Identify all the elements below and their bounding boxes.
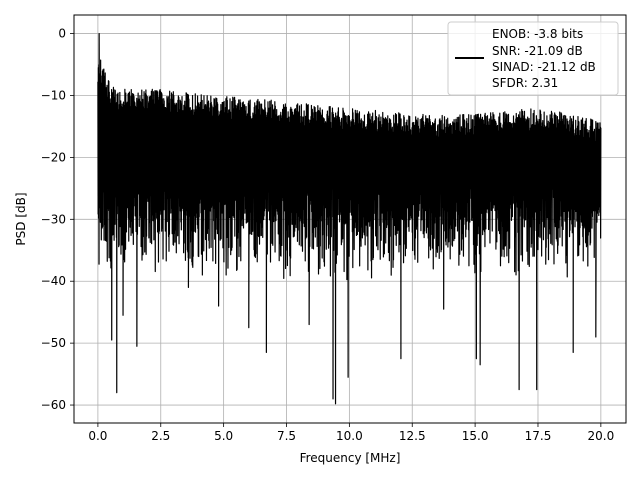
x-tick-label: 20.0 (587, 429, 614, 443)
y-tick-label: 0 (58, 27, 66, 41)
y-axis-ticks: 0 −10 −20 −30 −40 −50 −60 (41, 27, 74, 412)
y-tick-label: −50 (41, 336, 66, 350)
x-tick-label: 2.5 (151, 429, 170, 443)
psd-series-line (97, 32, 602, 405)
x-axis-label: Frequency [MHz] (300, 451, 401, 465)
y-tick-label: −20 (41, 150, 66, 164)
series-trace-group (97, 32, 602, 405)
y-tick-label: −10 (41, 88, 66, 102)
x-tick-label: 0.0 (88, 429, 107, 443)
legend: ENOB: -3.8 bits SNR: -21.09 dB SINAD: -2… (447, 21, 619, 96)
legend-label-enob: ENOB: -3.8 bits (492, 27, 583, 41)
legend-label-sinad: SINAD: -21.12 dB (492, 60, 596, 74)
legend-box (447, 21, 619, 96)
x-tick-label: 7.5 (277, 429, 296, 443)
x-tick-label: 12.5 (399, 429, 426, 443)
y-axis-label: PSD [dB] (14, 192, 28, 245)
legend-label-snr: SNR: -21.09 dB (492, 44, 583, 58)
y-tick-label: −40 (41, 274, 66, 288)
y-tick-label: −30 (41, 212, 66, 226)
y-tick-label: −60 (41, 398, 66, 412)
x-axis-ticks: 0.0 2.5 5.0 7.5 10.0 12.5 15.0 17.5 20.0 (88, 423, 614, 443)
x-tick-label: 5.0 (214, 429, 233, 443)
x-tick-label: 17.5 (525, 429, 552, 443)
x-tick-label: 15.0 (462, 429, 489, 443)
legend-label-sfdr: SFDR: 2.31 (492, 76, 558, 90)
x-tick-label: 10.0 (336, 429, 363, 443)
